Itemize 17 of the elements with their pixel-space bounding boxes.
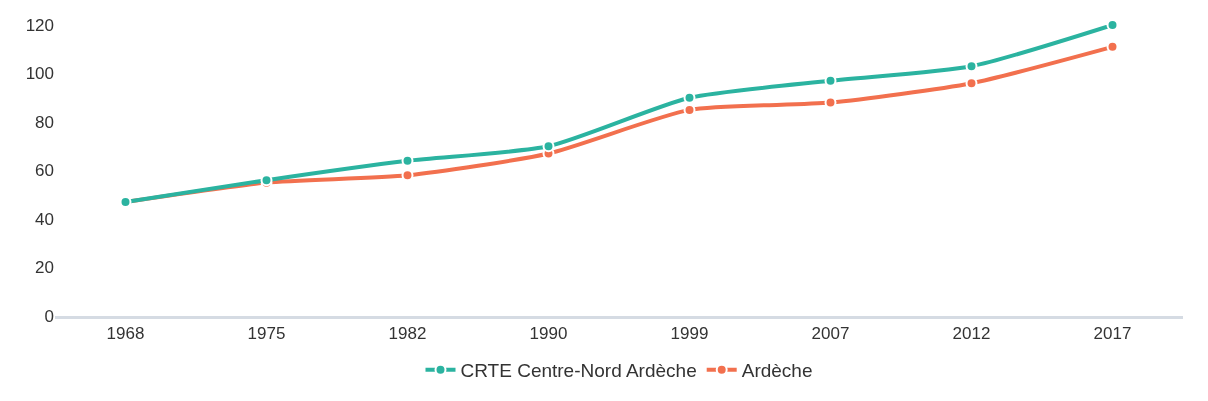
legend-label: Ardèche	[741, 360, 813, 382]
x-tick-label: 2007	[811, 324, 850, 344]
x-tick-label: 2012	[952, 324, 991, 344]
x-tick-label: 1968	[106, 324, 145, 344]
y-tick-label: 60	[35, 161, 54, 181]
x-tick-label: 2017	[1093, 324, 1132, 344]
y-tick-label: 40	[35, 209, 54, 229]
legend-label: CRTE Centre-Nord Ardèche	[460, 360, 697, 382]
y-tick-label: 100	[25, 64, 54, 84]
x-tick-label: 1999	[670, 324, 709, 344]
y-tick-label: 20	[35, 258, 54, 278]
y-tick-label: 0	[44, 306, 54, 326]
x-tick-label: 1982	[388, 324, 427, 344]
y-tick-label: 80	[35, 112, 54, 132]
y-tick-label: 120	[25, 15, 54, 35]
x-tick-label: 1975	[247, 324, 286, 344]
x-tick-label: 1990	[529, 324, 568, 344]
